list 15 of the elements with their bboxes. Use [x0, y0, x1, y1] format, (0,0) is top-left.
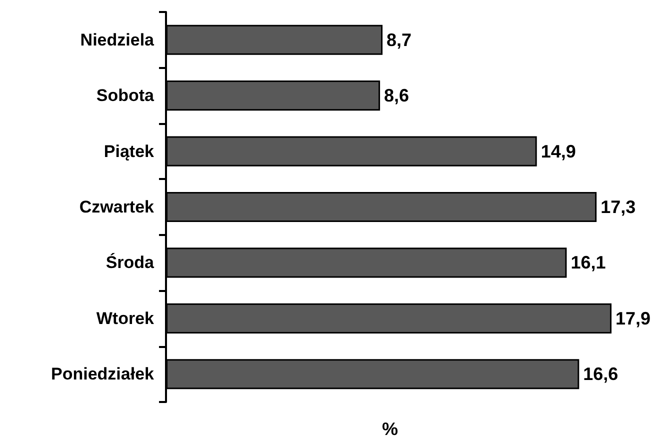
data-label: 17,9 [616, 308, 651, 328]
data-label: 8,6 [384, 86, 410, 106]
y-tick-label: Sobota [96, 86, 155, 106]
data-label: 14,9 [540, 141, 576, 162]
data-label: 8,7 [386, 30, 412, 50]
y-tick-label: Piątek [104, 142, 155, 161]
y-tick-label: Środa [106, 252, 155, 272]
x-axis-title: % [382, 419, 398, 439]
y-tick-label: Niedziela [80, 30, 155, 50]
y-tick-label: Wtorek [96, 308, 155, 328]
y-tick-label: Poniedziałek [51, 364, 155, 384]
data-label: 16,1 [570, 252, 606, 273]
y-tick-label: Czwartek [79, 198, 155, 216]
data-label: 16,6 [583, 364, 618, 384]
data-label: 17,3 [600, 197, 636, 217]
